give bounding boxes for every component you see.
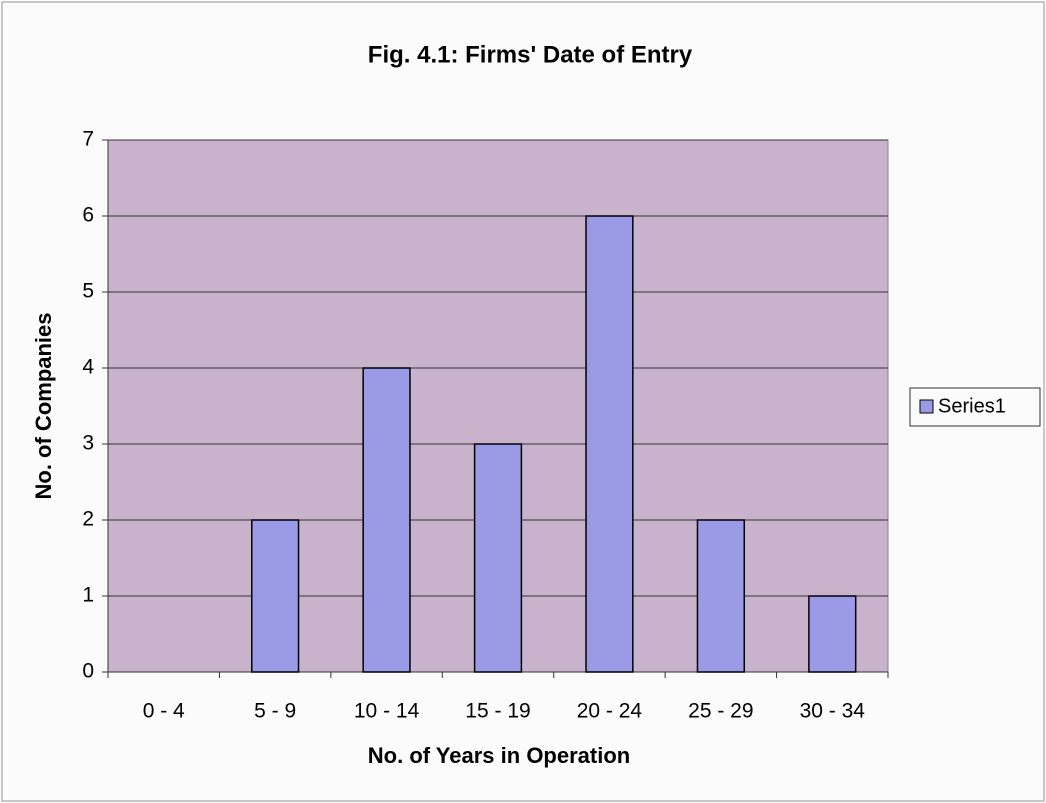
chart-title: Fig. 4.1: Firms' Date of Entry	[368, 41, 693, 68]
x-tick-label: 30 - 34	[800, 700, 866, 723]
legend-box	[909, 387, 1041, 427]
y-tick-label: 6	[82, 204, 94, 227]
y-tick-label: 1	[82, 584, 94, 607]
x-axis-label: No. of Years in Operation	[368, 743, 630, 768]
y-tick-label: 3	[82, 432, 94, 455]
y-tick-label: 0	[82, 660, 94, 683]
bar	[250, 519, 300, 673]
y-tick-label: 4	[82, 356, 94, 379]
y-tick-label: 5	[82, 280, 94, 303]
x-tick-label: 20 - 24	[577, 700, 643, 723]
legend-swatch	[919, 399, 934, 414]
y-axis-label: No. of Companies	[31, 312, 56, 499]
y-tick-label: 7	[82, 128, 94, 151]
y-tick-label: 2	[82, 508, 94, 531]
x-tick-label: 25 - 29	[688, 700, 753, 723]
bar	[473, 443, 523, 673]
x-tick-label: 15 - 19	[465, 700, 530, 723]
bar	[585, 215, 634, 673]
x-tick-label: 0 - 4	[143, 700, 185, 723]
x-tick-label: 10 - 14	[354, 700, 420, 723]
legend-label: Series1	[938, 395, 1006, 417]
bar	[362, 367, 411, 673]
x-tick-label: 5 - 9	[254, 700, 296, 723]
bar	[808, 595, 857, 673]
bar	[696, 519, 746, 673]
